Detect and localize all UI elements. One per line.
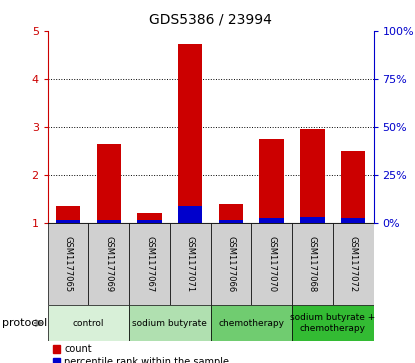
Text: GSM1177070: GSM1177070 — [267, 236, 276, 292]
Bar — [341, 151, 365, 223]
Text: protocol: protocol — [2, 318, 47, 328]
Bar — [259, 139, 284, 223]
FancyBboxPatch shape — [88, 223, 129, 305]
Text: GSM1177071: GSM1177071 — [186, 236, 195, 292]
FancyBboxPatch shape — [210, 305, 292, 341]
Bar — [219, 220, 243, 223]
Legend: count, percentile rank within the sample: count, percentile rank within the sample — [53, 344, 229, 363]
FancyBboxPatch shape — [48, 223, 88, 305]
Title: GDS5386 / 23994: GDS5386 / 23994 — [149, 13, 272, 27]
Bar — [341, 219, 365, 223]
Bar — [178, 44, 203, 223]
FancyBboxPatch shape — [292, 223, 333, 305]
Text: GSM1177069: GSM1177069 — [104, 236, 113, 292]
Text: sodium butyrate +
chemotherapy: sodium butyrate + chemotherapy — [290, 313, 376, 333]
Text: GSM1177066: GSM1177066 — [227, 236, 235, 292]
Bar — [97, 220, 121, 223]
Bar — [97, 144, 121, 223]
Bar — [259, 219, 284, 223]
Text: chemotherapy: chemotherapy — [218, 319, 284, 327]
Bar — [219, 204, 243, 223]
FancyBboxPatch shape — [292, 305, 374, 341]
Bar — [56, 207, 81, 223]
FancyBboxPatch shape — [210, 223, 251, 305]
Bar — [300, 216, 325, 223]
Bar — [300, 130, 325, 223]
Bar — [178, 207, 203, 223]
Text: GSM1177068: GSM1177068 — [308, 236, 317, 292]
FancyBboxPatch shape — [129, 223, 170, 305]
FancyBboxPatch shape — [129, 305, 210, 341]
Text: GSM1177067: GSM1177067 — [145, 236, 154, 292]
FancyBboxPatch shape — [251, 223, 292, 305]
Text: control: control — [73, 319, 104, 327]
Bar — [56, 220, 81, 223]
Bar — [137, 213, 162, 223]
Text: sodium butyrate: sodium butyrate — [132, 319, 208, 327]
Bar — [137, 220, 162, 223]
FancyBboxPatch shape — [170, 223, 210, 305]
Text: GSM1177072: GSM1177072 — [349, 236, 358, 292]
Text: GSM1177065: GSM1177065 — [63, 236, 73, 292]
FancyBboxPatch shape — [333, 223, 374, 305]
FancyBboxPatch shape — [48, 305, 129, 341]
